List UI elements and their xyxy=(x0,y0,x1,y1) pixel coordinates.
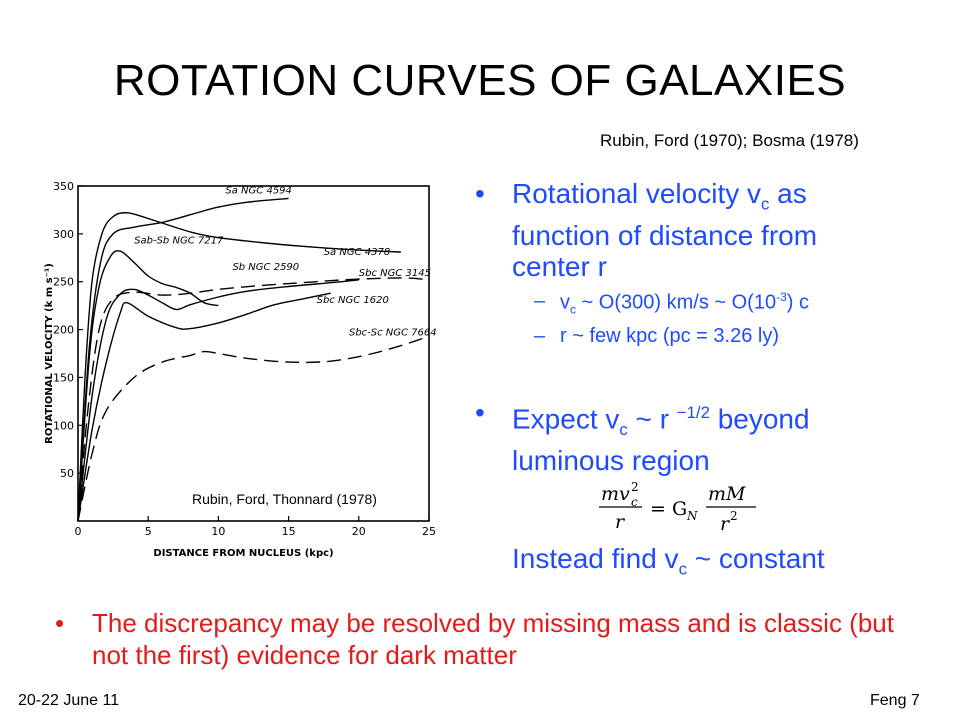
slide-title: ROTATION CURVES OF GALAXIES xyxy=(113,56,847,105)
x-tick-label: 25 xyxy=(422,525,436,538)
y-tick-label: 300 xyxy=(53,228,74,241)
y-tick-label: 250 xyxy=(53,276,74,289)
series-label: Sab-Sb NGC 7217 xyxy=(134,235,224,246)
formula-rhs-sup: 2 xyxy=(730,509,738,523)
formula-eq: = G xyxy=(650,498,687,520)
series-line xyxy=(77,279,359,522)
bullet-discrepancy: • The discrepancy may be resolved by mis… xyxy=(55,607,912,671)
series-line xyxy=(77,197,289,522)
bullet-expect: • Expect vc ~ r −1/2 beyond luminous reg… xyxy=(475,397,810,476)
x-tick-label: 15 xyxy=(282,525,296,538)
series-label: Sbc NGC 1620 xyxy=(317,295,389,306)
formula-lhs-num: mv xyxy=(601,483,630,505)
y-tick-label: 100 xyxy=(53,419,74,432)
x-axis-label: DISTANCE FROM NUCLEUS (kpc) xyxy=(153,548,333,559)
sub-bullet-distance: – r ~ few kpc (pc = 3.26 ly) xyxy=(534,325,779,347)
footer-date: 20-22 June 11 xyxy=(18,692,120,709)
sub-bullet-dash: – xyxy=(534,325,546,347)
formula-rhs-num: mM xyxy=(708,483,746,505)
chart-series-labels: Sa NGC 4594 Sa NGC 4378 Sab-Sb NGC 7217 Sb … xyxy=(134,186,436,339)
footer-page: Feng 7 xyxy=(870,692,920,709)
series-line xyxy=(77,277,430,522)
formula-lhs-sup: 2 xyxy=(631,480,639,494)
rotation-curve-chart: 0 5 10 15 20 25 50 100 150 200 250 300 350 Sa NGC 45… xyxy=(38,176,438,596)
plot-border xyxy=(77,185,430,522)
formula-rhs-den: r xyxy=(720,513,731,535)
formula-eq-sub: N xyxy=(686,509,698,523)
series-label: Sb NGC 2590 xyxy=(232,262,299,273)
formula-svg: mv 2 c r = G N mM r 2 xyxy=(599,480,756,535)
citation: Rubin, Ford (1970); Bosma (1978) xyxy=(600,131,859,150)
series-line xyxy=(77,292,331,522)
series-line xyxy=(77,250,219,522)
instead-line: Instead find vc ~ constant xyxy=(512,543,825,579)
series-line xyxy=(77,212,401,522)
x-tick-label: 20 xyxy=(352,525,366,538)
formula-lhs-den: r xyxy=(615,511,626,533)
rotation-curve-svg: 0 5 10 15 20 25 50 100 150 200 250 300 350 Sa NGC 45… xyxy=(44,180,437,559)
chart-curves xyxy=(77,197,430,522)
series-label: Sa NGC 4594 xyxy=(225,186,291,197)
formula: mv 2 c r = G N mM r 2 xyxy=(596,478,766,540)
series-label: Sbc-Sc NGC 7664 xyxy=(349,327,437,338)
bullet-dot: • xyxy=(55,608,65,638)
bullet-rotational-velocity: • Rotational velocity vc as function of … xyxy=(475,178,818,282)
bullet-discrepancy-text: The discrepancy may be resolved by missi… xyxy=(92,608,894,670)
series-line xyxy=(77,334,430,522)
sub-bullet-velocity: – vc ~ O(300) km/s ~ O(10-3) c xyxy=(534,290,809,317)
y-axis-label: ROTATIONAL VELOCITY (k m s⁻¹) xyxy=(44,263,55,444)
chart-ticks: 0 5 10 15 20 25 50 100 150 200 250 300 350 xyxy=(53,180,436,538)
chart-credit: Rubin, Ford, Thonnard (1978) xyxy=(192,491,377,507)
y-tick-label: 50 xyxy=(60,467,74,480)
formula-lhs-sub: c xyxy=(631,495,638,509)
chart-frame xyxy=(77,185,430,522)
bullet-dot: • xyxy=(475,178,485,209)
x-tick-label: 10 xyxy=(211,525,225,538)
chart-credit-box: Rubin, Ford, Thonnard (1978) xyxy=(189,490,380,508)
y-tick-label: 350 xyxy=(53,180,74,193)
bullet-dot: • xyxy=(475,397,485,428)
y-tick-label: 150 xyxy=(53,371,74,384)
x-tick-label: 5 xyxy=(145,525,152,538)
series-label: Sa NGC 4378 xyxy=(324,247,391,258)
x-tick-label: 0 xyxy=(75,525,82,538)
sub-bullet-dash: – xyxy=(534,290,546,312)
y-tick-label: 200 xyxy=(53,324,74,337)
series-label: Sbc NGC 3145 xyxy=(359,268,431,279)
